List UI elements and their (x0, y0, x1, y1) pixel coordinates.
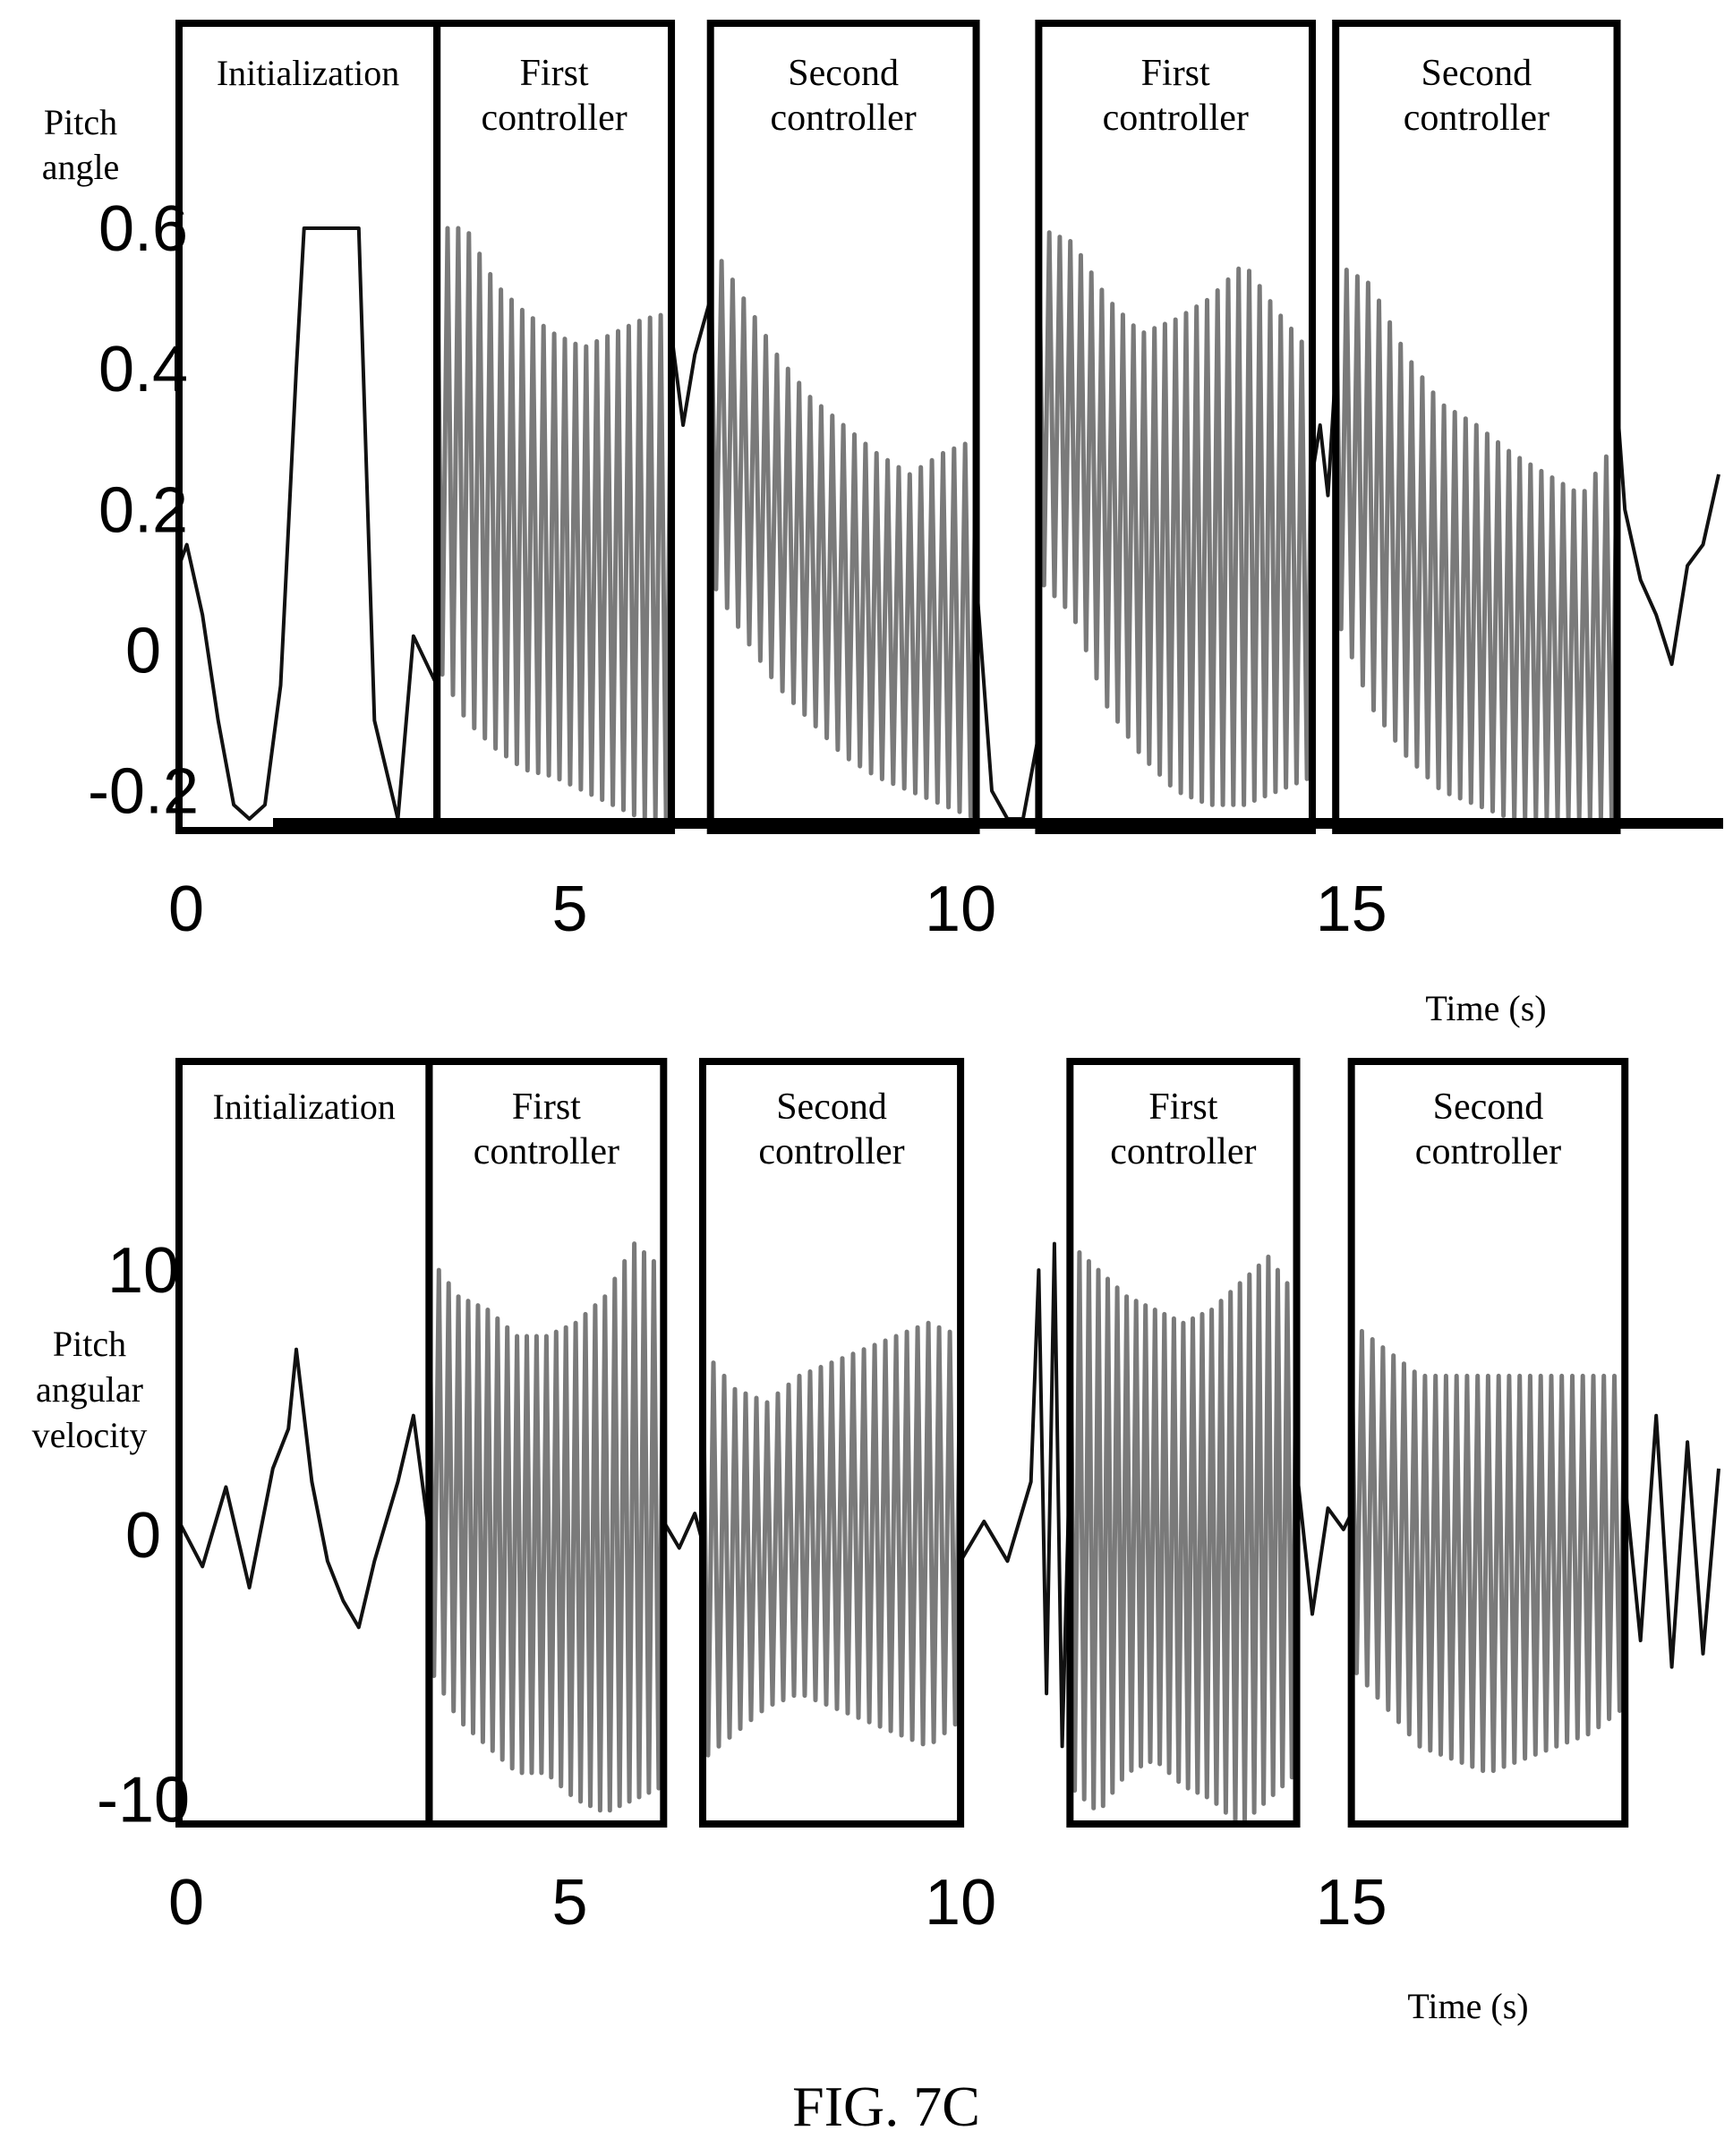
pitch-angle-chart: Initialization FirstcontrollerSecondcontr… (42, 20, 1723, 1028)
pitch-angular-velocity-xtick-label-1: 0 (168, 1867, 204, 1939)
pitch-angular-velocity-region-boxes: Initialization FirstcontrollerSecondcontr… (175, 1058, 1629, 1828)
pitch-angular-velocity-region-box-3 (698, 1058, 965, 1828)
pitch-angular-velocity-ylabel-line1: Pitch (53, 1324, 126, 1364)
pitch-angle-ylabel-line1: Pitch (44, 102, 117, 142)
pitch-angular-velocity-series-segment-9 (1623, 1413, 1720, 1669)
pitch-angle-region-box-5 (1332, 20, 1621, 834)
pitch-angular-velocity-xtick-label-3: 10 (925, 1867, 996, 1939)
pitch-angle-ytick-label-1: 0.6 (98, 193, 188, 265)
pitch-angular-velocity-xtick-label-4: 15 (1316, 1867, 1387, 1939)
pitch-angular-velocity-region-box-5 (1347, 1058, 1629, 1828)
pitch-angular-velocity-xlabel: Time (s) (1407, 1986, 1528, 2026)
pitch-angular-velocity-region-box-1 (175, 1058, 433, 1828)
pitch-angular-velocity-ytick-label-3: -10 (97, 1764, 190, 1836)
pitch-angular-velocity-series-segment-6 (1067, 1243, 1299, 1824)
pitch-angle-xtick-label-4: 15 (1316, 873, 1387, 945)
pitch-angle-series-segment-8 (1333, 263, 1619, 822)
pitch-angle-ytick-label-4: 0 (125, 615, 161, 686)
pitch-angle-xtick-label-1: 0 (168, 873, 204, 945)
pitch-angular-velocity-region-label-1: Initialization (213, 1087, 396, 1127)
pitch-angle-region-box-3 (706, 20, 980, 834)
pitch-angular-velocity-region-label-3-line1: Second (776, 1087, 887, 1128)
pitch-angular-velocity-region-box-4 (1066, 1058, 1301, 1828)
pitch-angular-velocity-y-ticks: 10 0 -10 (97, 1235, 190, 1836)
pitch-angle-region-label-3-line1: Second (788, 53, 899, 94)
pitch-angular-velocity-region-label-2-line1: First (512, 1087, 581, 1128)
pitch-angle-ytick-label-3: 0.2 (98, 474, 188, 546)
pitch-angular-velocity-series-segment-3 (662, 1512, 704, 1550)
pitch-angular-velocity-region-label-4-line2: controller (1110, 1131, 1256, 1172)
figure-caption: FIG. 7C (792, 2075, 980, 2138)
pitch-angular-velocity-series-segment-7 (1294, 1468, 1353, 1616)
pitch-angle-region-label-5-line1: Second (1421, 53, 1532, 94)
pitch-angular-velocity-series-segment-4 (700, 1320, 963, 1758)
pitch-angle-region-box-4 (1035, 20, 1316, 834)
pitch-angular-velocity-signal-layer (177, 1241, 1720, 1824)
pitch-angle-series-segment-3 (670, 298, 713, 427)
pitch-angle-xtick-label-3: 10 (925, 873, 996, 945)
pitch-angle-series-segment-5 (974, 579, 1041, 821)
pitch-angle-region-boxes: Initialization FirstcontrollerSecondcontr… (175, 20, 1621, 834)
pitch-angular-velocity-series-segment-8 (1349, 1323, 1627, 1774)
pitch-angular-velocity-xtick-label-2: 5 (552, 1867, 588, 1939)
pitch-angular-velocity-x-ticks: 0 5 10 15 (168, 1867, 1387, 1939)
pitch-angular-velocity-chart: Initialization FirstcontrollerSecondcontr… (32, 1058, 1720, 2026)
pitch-angular-velocity-ylabel-line2: angular (36, 1369, 143, 1410)
pitch-angle-ylabel-line2: angle (42, 147, 120, 187)
pitch-angle-region-label-2-line2: controller (481, 98, 627, 139)
pitch-angle-region-label-2-line1: First (520, 53, 589, 94)
pitch-angle-series-segment-6 (1036, 227, 1315, 807)
pitch-angle-signal-layer (177, 226, 1720, 822)
pitch-angle-series-segment-1 (177, 226, 439, 821)
pitch-angle-region-label-5-line2: controller (1404, 98, 1549, 139)
pitch-angle-ytick-label-5: -0.2 (88, 756, 199, 828)
pitch-angle-region-box-2 (433, 20, 676, 834)
pitch-angular-velocity-ytick-label-2: 0 (125, 1500, 161, 1572)
pitch-angular-velocity-region-label-2-line2: controller (474, 1131, 619, 1172)
pitch-angular-velocity-ytick-label-1: 10 (107, 1235, 179, 1307)
pitch-angle-region-label-1: Initialization (217, 53, 399, 93)
pitch-angle-xlabel: Time (s) (1425, 988, 1546, 1028)
pitch-angle-series-segment-7 (1310, 368, 1338, 498)
pitch-angle-ytick-label-2: 0.4 (98, 334, 188, 405)
pitch-angle-x-ticks: 0 5 10 15 (168, 873, 1387, 945)
pitch-angle-series-segment-2 (434, 226, 674, 822)
pitch-angular-velocity-region-label-3-line2: controller (758, 1131, 904, 1172)
pitch-angular-velocity-series-segment-1 (177, 1347, 431, 1630)
pitch-angle-series-segment-4 (708, 242, 979, 819)
pitch-angular-velocity-region-label-4-line1: First (1148, 1087, 1217, 1128)
pitch-angular-velocity-series-segment-2 (426, 1241, 666, 1813)
pitch-angular-velocity-series-segment-5 (959, 1241, 1072, 1749)
pitch-angle-xtick-label-2: 5 (552, 873, 588, 945)
pitch-angular-velocity-region-box-2 (425, 1058, 668, 1828)
pitch-angle-region-label-4-line2: controller (1103, 98, 1249, 139)
pitch-angular-velocity-ylabel-line3: velocity (32, 1415, 148, 1455)
pitch-angular-velocity-region-label-5-line1: Second (1433, 1087, 1544, 1128)
pitch-angle-region-label-4-line1: First (1141, 53, 1210, 94)
pitch-angle-region-label-3-line2: controller (770, 98, 916, 139)
pitch-angle-series-segment-9 (1615, 404, 1720, 667)
pitch-angle-y-ticks: 0.6 0.4 0.2 0 -0.2 (88, 193, 199, 828)
pitch-angular-velocity-region-label-5-line2: controller (1415, 1131, 1561, 1172)
